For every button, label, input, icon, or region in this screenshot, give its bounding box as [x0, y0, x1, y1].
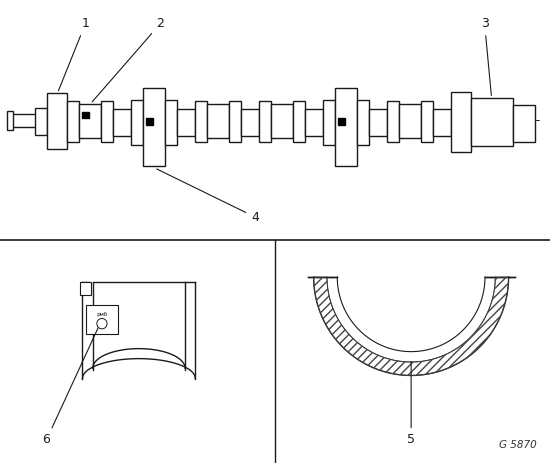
Bar: [35, 108, 47, 135]
Bar: [79, 104, 101, 138]
Bar: [80, 282, 91, 294]
Bar: [513, 105, 535, 142]
Bar: [369, 109, 387, 136]
Text: 3: 3: [481, 17, 491, 95]
Bar: [471, 98, 513, 146]
Bar: [113, 109, 131, 136]
Circle shape: [97, 319, 107, 329]
Bar: [10, 113, 41, 127]
Bar: [323, 100, 335, 144]
Bar: [357, 100, 369, 144]
Bar: [229, 101, 241, 142]
Bar: [241, 109, 259, 136]
Bar: [146, 119, 153, 125]
Bar: [259, 101, 271, 142]
Bar: [101, 101, 113, 142]
Bar: [387, 101, 399, 142]
Bar: [271, 104, 293, 138]
Bar: [305, 109, 323, 136]
Bar: [399, 104, 421, 138]
Bar: [421, 101, 433, 142]
Bar: [131, 100, 143, 144]
Bar: [433, 109, 450, 136]
Bar: [207, 104, 229, 138]
Bar: [82, 112, 89, 119]
Bar: [47, 94, 68, 150]
Text: рмб: рмб: [96, 312, 108, 317]
Bar: [338, 119, 345, 125]
Bar: [8, 111, 14, 130]
Text: 4: 4: [157, 169, 259, 224]
Text: Ø: Ø: [99, 321, 104, 327]
Bar: [450, 92, 471, 152]
Bar: [86, 305, 118, 334]
Bar: [143, 88, 165, 166]
Text: 1: 1: [58, 17, 89, 91]
Bar: [165, 100, 177, 144]
Text: 6: 6: [42, 322, 101, 446]
Text: G 5870: G 5870: [498, 440, 536, 450]
Bar: [293, 101, 305, 142]
Bar: [177, 109, 195, 136]
Text: 2: 2: [92, 17, 164, 102]
Bar: [195, 101, 207, 142]
Bar: [335, 88, 357, 166]
Bar: [68, 101, 79, 142]
Text: 5: 5: [407, 362, 415, 446]
